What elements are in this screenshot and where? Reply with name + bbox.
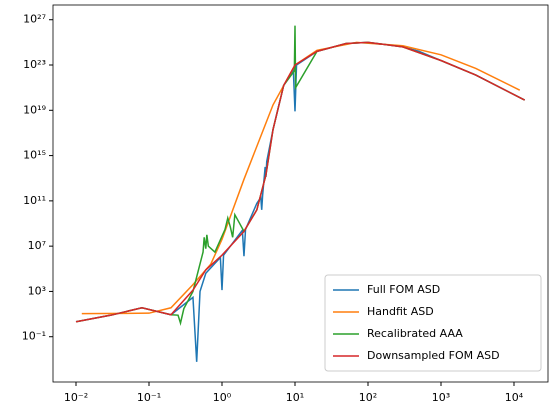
legend-label: Handfit ASD [367,305,434,318]
y-tick-label: 10⁷ [28,239,46,252]
legend-label: Full FOM ASD [367,283,440,296]
x-tick-label: 10⁴ [505,391,524,404]
y-tick-label: 10²⁷ [23,13,46,26]
y-tick-label: 10³ [28,284,46,297]
x-tick-label: 10⁻¹ [137,391,161,404]
x-tick-label: 10³ [432,391,450,404]
x-tick-label: 10² [359,391,377,404]
plot-frame [52,4,549,383]
legend: Full FOM ASD Handfit ASD Recalibrated AAA D… [324,274,542,372]
legend-label: Downsampled FOM ASD [367,349,500,362]
x-tick-label: 10¹ [286,391,304,404]
series-line [81,41,521,315]
y-tick-label: 10¹⁵ [23,149,46,162]
series-line [75,41,525,323]
y-tick-label: 10²³ [23,58,46,71]
x-tick-label: 10⁻² [64,391,88,404]
y-tick-label: 10⁻¹ [22,330,46,343]
legend-label: Recalibrated AAA [367,327,463,340]
legend-box [324,274,542,372]
x-tick-label: 10⁰ [213,391,232,404]
y-tick-label: 10¹¹ [23,194,46,207]
y-tick-label: 10¹⁹ [23,103,46,116]
